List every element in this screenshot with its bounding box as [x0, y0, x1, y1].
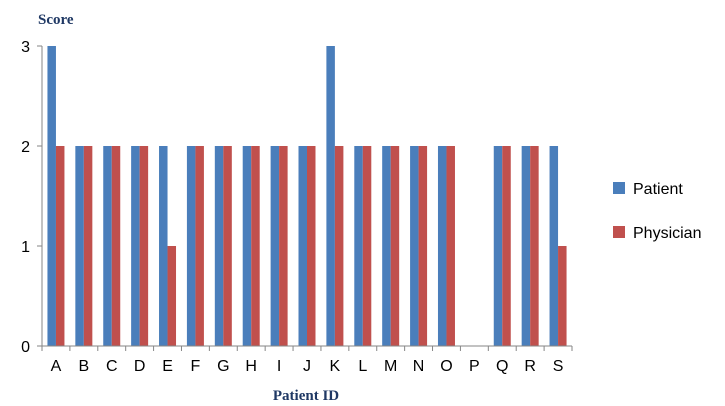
bar-physician-D	[139, 146, 149, 346]
bar-physician-F	[195, 146, 204, 346]
bar-physician-K	[334, 146, 344, 346]
bar-physician-M	[390, 146, 400, 346]
x-tick-label: E	[162, 358, 173, 375]
y-axis-title: Score	[38, 12, 74, 28]
bar-patient-O	[437, 146, 447, 346]
x-tick-label: S	[553, 358, 564, 375]
x-tick-label: A	[51, 358, 62, 375]
bar-physician-C	[111, 146, 121, 346]
x-tick-label: I	[277, 358, 281, 375]
x-tick-label: Q	[496, 358, 508, 375]
bar-physician-N	[418, 146, 428, 346]
x-tick-label: G	[217, 358, 229, 375]
bar-patient-H	[242, 146, 252, 346]
y-axis: 0 1 2 3	[21, 39, 43, 356]
x-tick-label: O	[440, 358, 452, 375]
x-tick-label: C	[106, 358, 118, 375]
x-tick-label: M	[384, 358, 397, 375]
bar-patient-F	[186, 146, 196, 346]
x-tick-label: D	[134, 358, 146, 375]
bar-patient-D	[131, 146, 140, 346]
bar-physician-H	[251, 146, 260, 346]
x-axis-title: Patient ID	[273, 388, 339, 404]
bar-patient-L	[354, 146, 363, 346]
bar-patient-A	[47, 46, 56, 346]
bar-patient-I	[270, 146, 280, 346]
bar-physician-L	[362, 146, 372, 346]
bar-patient-K	[326, 46, 335, 346]
x-tick-label: N	[413, 358, 425, 375]
bar-physician-G	[223, 146, 232, 346]
bar-physician-I	[279, 146, 288, 346]
x-tick-label: R	[524, 358, 536, 375]
bar-physician-R	[530, 146, 539, 346]
legend-swatch-patient	[613, 182, 625, 194]
x-tick-label: J	[303, 358, 311, 375]
bar-patient-S	[549, 146, 559, 346]
bar-patient-N	[410, 146, 419, 346]
bar-physician-Q	[502, 146, 511, 346]
bar-patient-B	[75, 146, 84, 346]
plot-area	[47, 46, 567, 346]
bar-patient-R	[521, 146, 531, 346]
x-tick-label: L	[358, 358, 367, 375]
bar-patient-M	[382, 146, 391, 346]
x-tick-label: K	[330, 358, 341, 375]
bar-physician-B	[83, 146, 93, 346]
legend: Patient Physician	[613, 181, 701, 242]
bar-physician-E	[167, 246, 177, 346]
bar-patient-Q	[493, 146, 503, 346]
bar-physician-A	[55, 146, 65, 346]
x-tick-label: H	[245, 358, 257, 375]
y-tick-label: 1	[21, 239, 30, 256]
y-tick-label: 3	[21, 39, 30, 56]
bar-physician-J	[307, 146, 316, 346]
y-tick-label: 2	[21, 139, 30, 156]
legend-swatch-physician	[613, 226, 625, 238]
x-tick-label: B	[79, 358, 90, 375]
bar-patient-C	[103, 146, 112, 346]
y-tick-label: 0	[21, 339, 30, 356]
x-tick-label: F	[191, 358, 201, 375]
bar-patient-E	[159, 146, 168, 346]
bar-patient-G	[214, 146, 224, 346]
bar-patient-J	[298, 146, 307, 346]
x-tick-label: P	[469, 358, 480, 375]
legend-label-patient: Patient	[633, 181, 683, 198]
bar-physician-O	[446, 146, 455, 346]
legend-label-physician: Physician	[633, 225, 701, 242]
bar-physician-S	[558, 246, 567, 346]
